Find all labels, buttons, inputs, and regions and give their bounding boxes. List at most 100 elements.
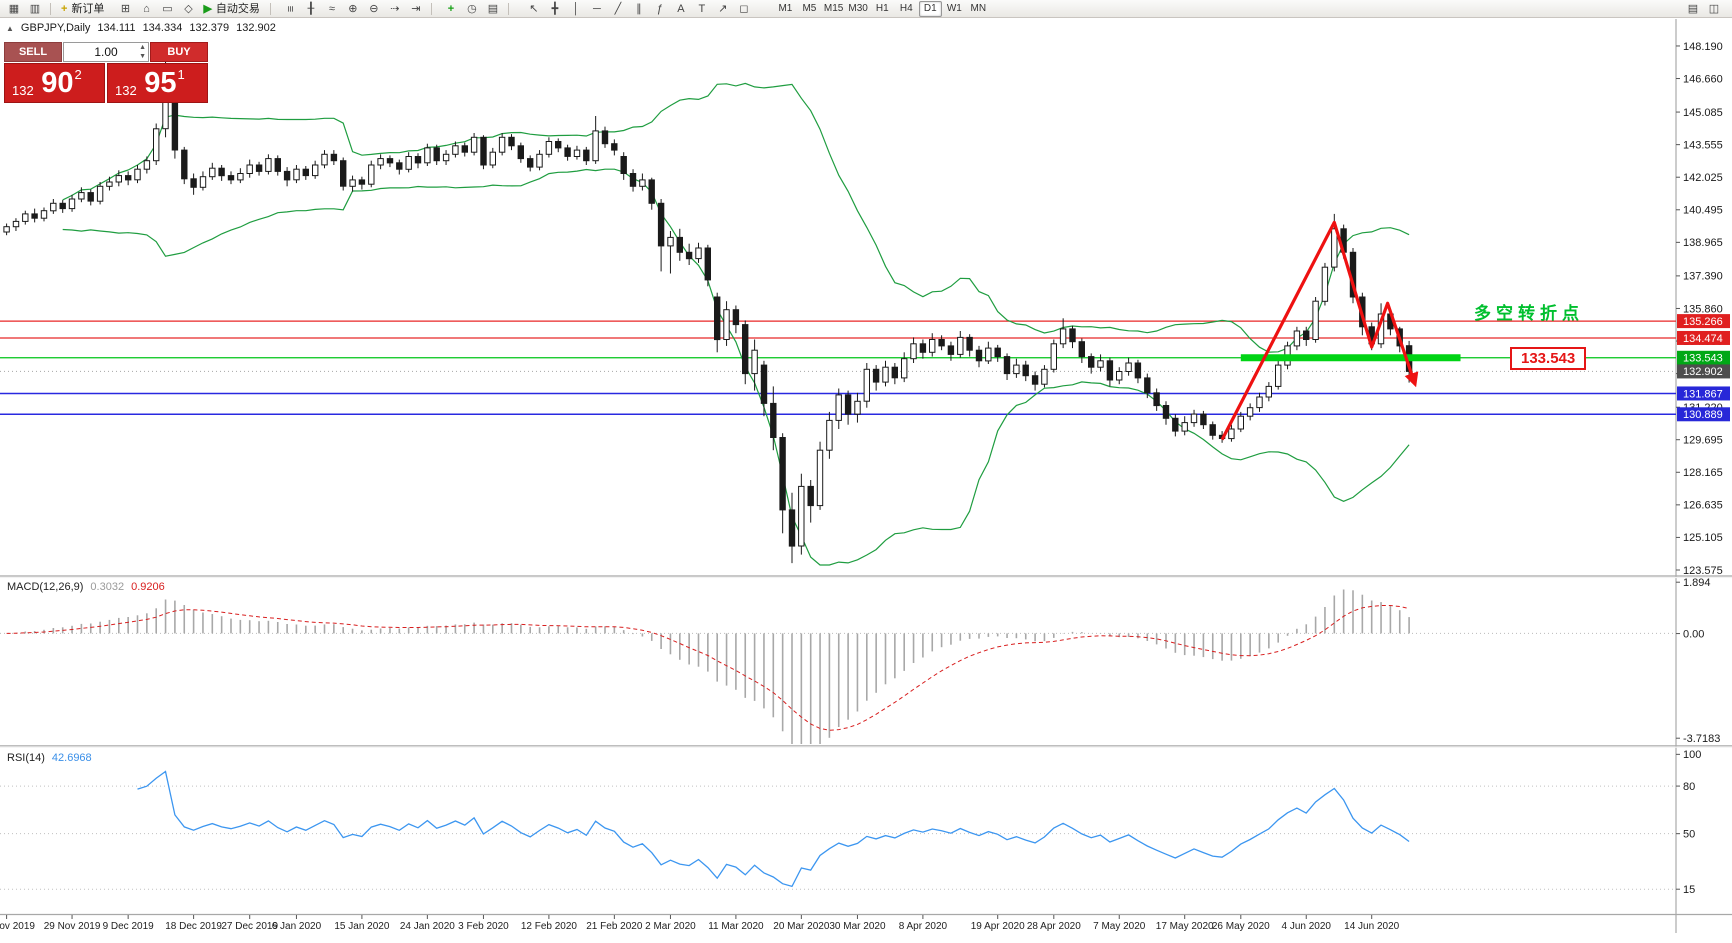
buy-price-pips: 95 (144, 67, 177, 99)
date-tick-label[interactable]: 19 Apr 2020 (971, 921, 1025, 932)
one-click-toggle-icon[interactable]: ▲ (6, 23, 14, 33)
date-tick-label[interactable]: 6 Jan 2020 (272, 921, 322, 932)
timeframe-button-m5[interactable]: M5 (798, 1, 821, 17)
date-tick-label[interactable]: 29 Nov 2019 (44, 921, 101, 932)
toolbar-separator (507, 2, 509, 15)
date-tick-label[interactable]: 11 Mar 2020 (708, 921, 764, 932)
candle-body (368, 164, 375, 185)
date-tick-label[interactable]: 30 Mar 2020 (829, 921, 886, 932)
timeframe-button-m15[interactable]: M15 (822, 1, 845, 17)
price-tag-label: 132.902 (1683, 366, 1723, 378)
candle-body (685, 251, 693, 260)
chart-profiles-icon[interactable]: ▥ (25, 1, 45, 17)
date-tick-label[interactable]: 26 May 2020 (1212, 921, 1270, 932)
text-icon[interactable]: A (671, 1, 691, 17)
zoom-in-icon[interactable]: ⊕ (343, 1, 363, 17)
date-tick-label[interactable]: 7 May 2020 (1093, 921, 1146, 932)
crosshair-icon[interactable]: ╋ (545, 1, 565, 17)
lot-decrease-button[interactable]: ▼ (139, 53, 146, 60)
date-tick-label[interactable]: 8 Apr 2020 (899, 921, 948, 932)
candle-body (835, 394, 842, 421)
channel-icon[interactable]: ∥ (629, 1, 649, 17)
candle-body (1331, 228, 1338, 268)
window-layout-icon[interactable]: ▤ (1683, 1, 1703, 17)
dock-icon[interactable]: ◫ (1704, 1, 1724, 17)
zoom-out-icon[interactable]: ⊖ (364, 1, 384, 17)
timeframe-button-h4[interactable]: H4 (895, 1, 918, 17)
lot-increase-button[interactable]: ▲ (139, 44, 146, 51)
indicators-icon[interactable]: + (441, 1, 461, 17)
candle-body (12, 220, 20, 228)
buy-price-base: 132 (115, 83, 137, 98)
trend-arrow-drawing[interactable] (1220, 220, 1419, 441)
buy-price-box[interactable]: 132 95 1 (107, 63, 208, 103)
date-tick-label[interactable]: 9 Dec 2019 (103, 921, 155, 932)
date-tick-label[interactable]: 18 Dec 2019 (165, 921, 222, 932)
new-chart-icon[interactable]: ▦ (4, 1, 24, 17)
periods-icon[interactable]: ◷ (462, 1, 482, 17)
navigator-icon[interactable]: ⌂ (136, 1, 156, 17)
shapes-icon[interactable]: ◻ (734, 1, 754, 17)
date-tick-label[interactable]: 21 Feb 2020 (586, 921, 643, 932)
date-tick-label[interactable]: 4 Jun 2020 (1282, 921, 1332, 932)
date-tick-label[interactable]: 20 Mar 2020 (773, 921, 830, 932)
date-tick-label[interactable]: 3 Feb 2020 (458, 921, 509, 932)
timeframe-button-m1[interactable]: M1 (774, 1, 797, 17)
candlestick-chart-icon[interactable]: ╂ (301, 1, 321, 17)
timeframe-button-mn[interactable]: MN (967, 1, 990, 17)
fibonacci-icon[interactable]: ƒ (650, 1, 670, 17)
timeframe-button-h1[interactable]: H1 (871, 1, 894, 17)
support-price-callout[interactable]: 133.543 (1510, 347, 1587, 370)
label-icon[interactable]: T (692, 1, 712, 17)
new-order-button-label: 新订单 (71, 2, 105, 15)
date-tick-label[interactable]: 27 Dec 2019 (221, 921, 278, 932)
candle-body (498, 136, 506, 153)
price-tick-label: 142.025 (1683, 172, 1723, 184)
macd-main-value: 0.3032 (90, 581, 125, 593)
sell-button[interactable]: SELL (4, 42, 62, 62)
candle-body (143, 160, 151, 170)
turning-point-annotation[interactable]: 多空转折点 (1474, 304, 1584, 323)
market-watch-icon[interactable]: ⊞ (115, 1, 135, 17)
terminal-icon[interactable]: ▭ (157, 1, 177, 17)
cursor-icon[interactable]: ↖ (524, 1, 544, 17)
candle-body (527, 158, 534, 168)
new-order-button[interactable]: + 新订单 (56, 1, 109, 17)
strategy-tester-icon[interactable]: ◇ (178, 1, 198, 17)
lot-size-field[interactable]: 1.00 ▲ ▼ (63, 42, 149, 62)
date-tick-label[interactable]: 14 Jun 2020 (1344, 921, 1399, 932)
price-tag (1677, 330, 1730, 345)
candle-body (807, 485, 814, 507)
date-tick-label[interactable]: 28 Apr 2020 (1027, 921, 1081, 932)
bar-chart-icon[interactable]: ≡ (280, 1, 300, 17)
templates-icon[interactable]: ▤ (483, 1, 503, 17)
arrow-tool-icon[interactable]: ↗ (713, 1, 733, 17)
auto-scroll-icon[interactable]: ⇢ (385, 1, 405, 17)
toolbar-separator (430, 2, 432, 15)
date-tick-label[interactable]: 17 May 2020 (1156, 921, 1214, 932)
trendline-icon[interactable]: ╱ (608, 1, 628, 17)
chart-shift-icon[interactable]: ⇥ (406, 1, 426, 17)
candle-body (629, 173, 637, 187)
candle-body (283, 170, 291, 181)
candle-body (816, 449, 824, 507)
date-tick-label[interactable]: 24 Jan 2020 (400, 921, 455, 932)
timeframe-button-d1[interactable]: D1 (918, 0, 942, 17)
timeframe-button-w1[interactable]: W1 (943, 1, 966, 17)
date-tick-label[interactable]: 15 Jan 2020 (334, 921, 389, 932)
candle-body (1181, 422, 1188, 432)
buy-button[interactable]: BUY (150, 42, 208, 62)
price-tick-label: 140.495 (1683, 205, 1723, 217)
date-tick-label[interactable]: 20 Nov 2019 (0, 921, 35, 932)
sell-price-box[interactable]: 132 90 2 (4, 63, 105, 103)
timeframe-button-m30[interactable]: M30 (846, 1, 869, 17)
candle-body (1097, 360, 1104, 368)
vertical-line-icon[interactable]: │ (566, 1, 586, 17)
horizontal-line-icon[interactable]: ─ (587, 1, 607, 17)
date-tick-label[interactable]: 12 Feb 2020 (521, 921, 578, 932)
autotrading-button[interactable]: ▶ 自动交易 (198, 1, 264, 17)
candle-body (461, 145, 469, 153)
date-tick-label[interactable]: 2 Mar 2020 (645, 921, 696, 932)
line-chart-icon[interactable]: ≈ (322, 1, 342, 17)
